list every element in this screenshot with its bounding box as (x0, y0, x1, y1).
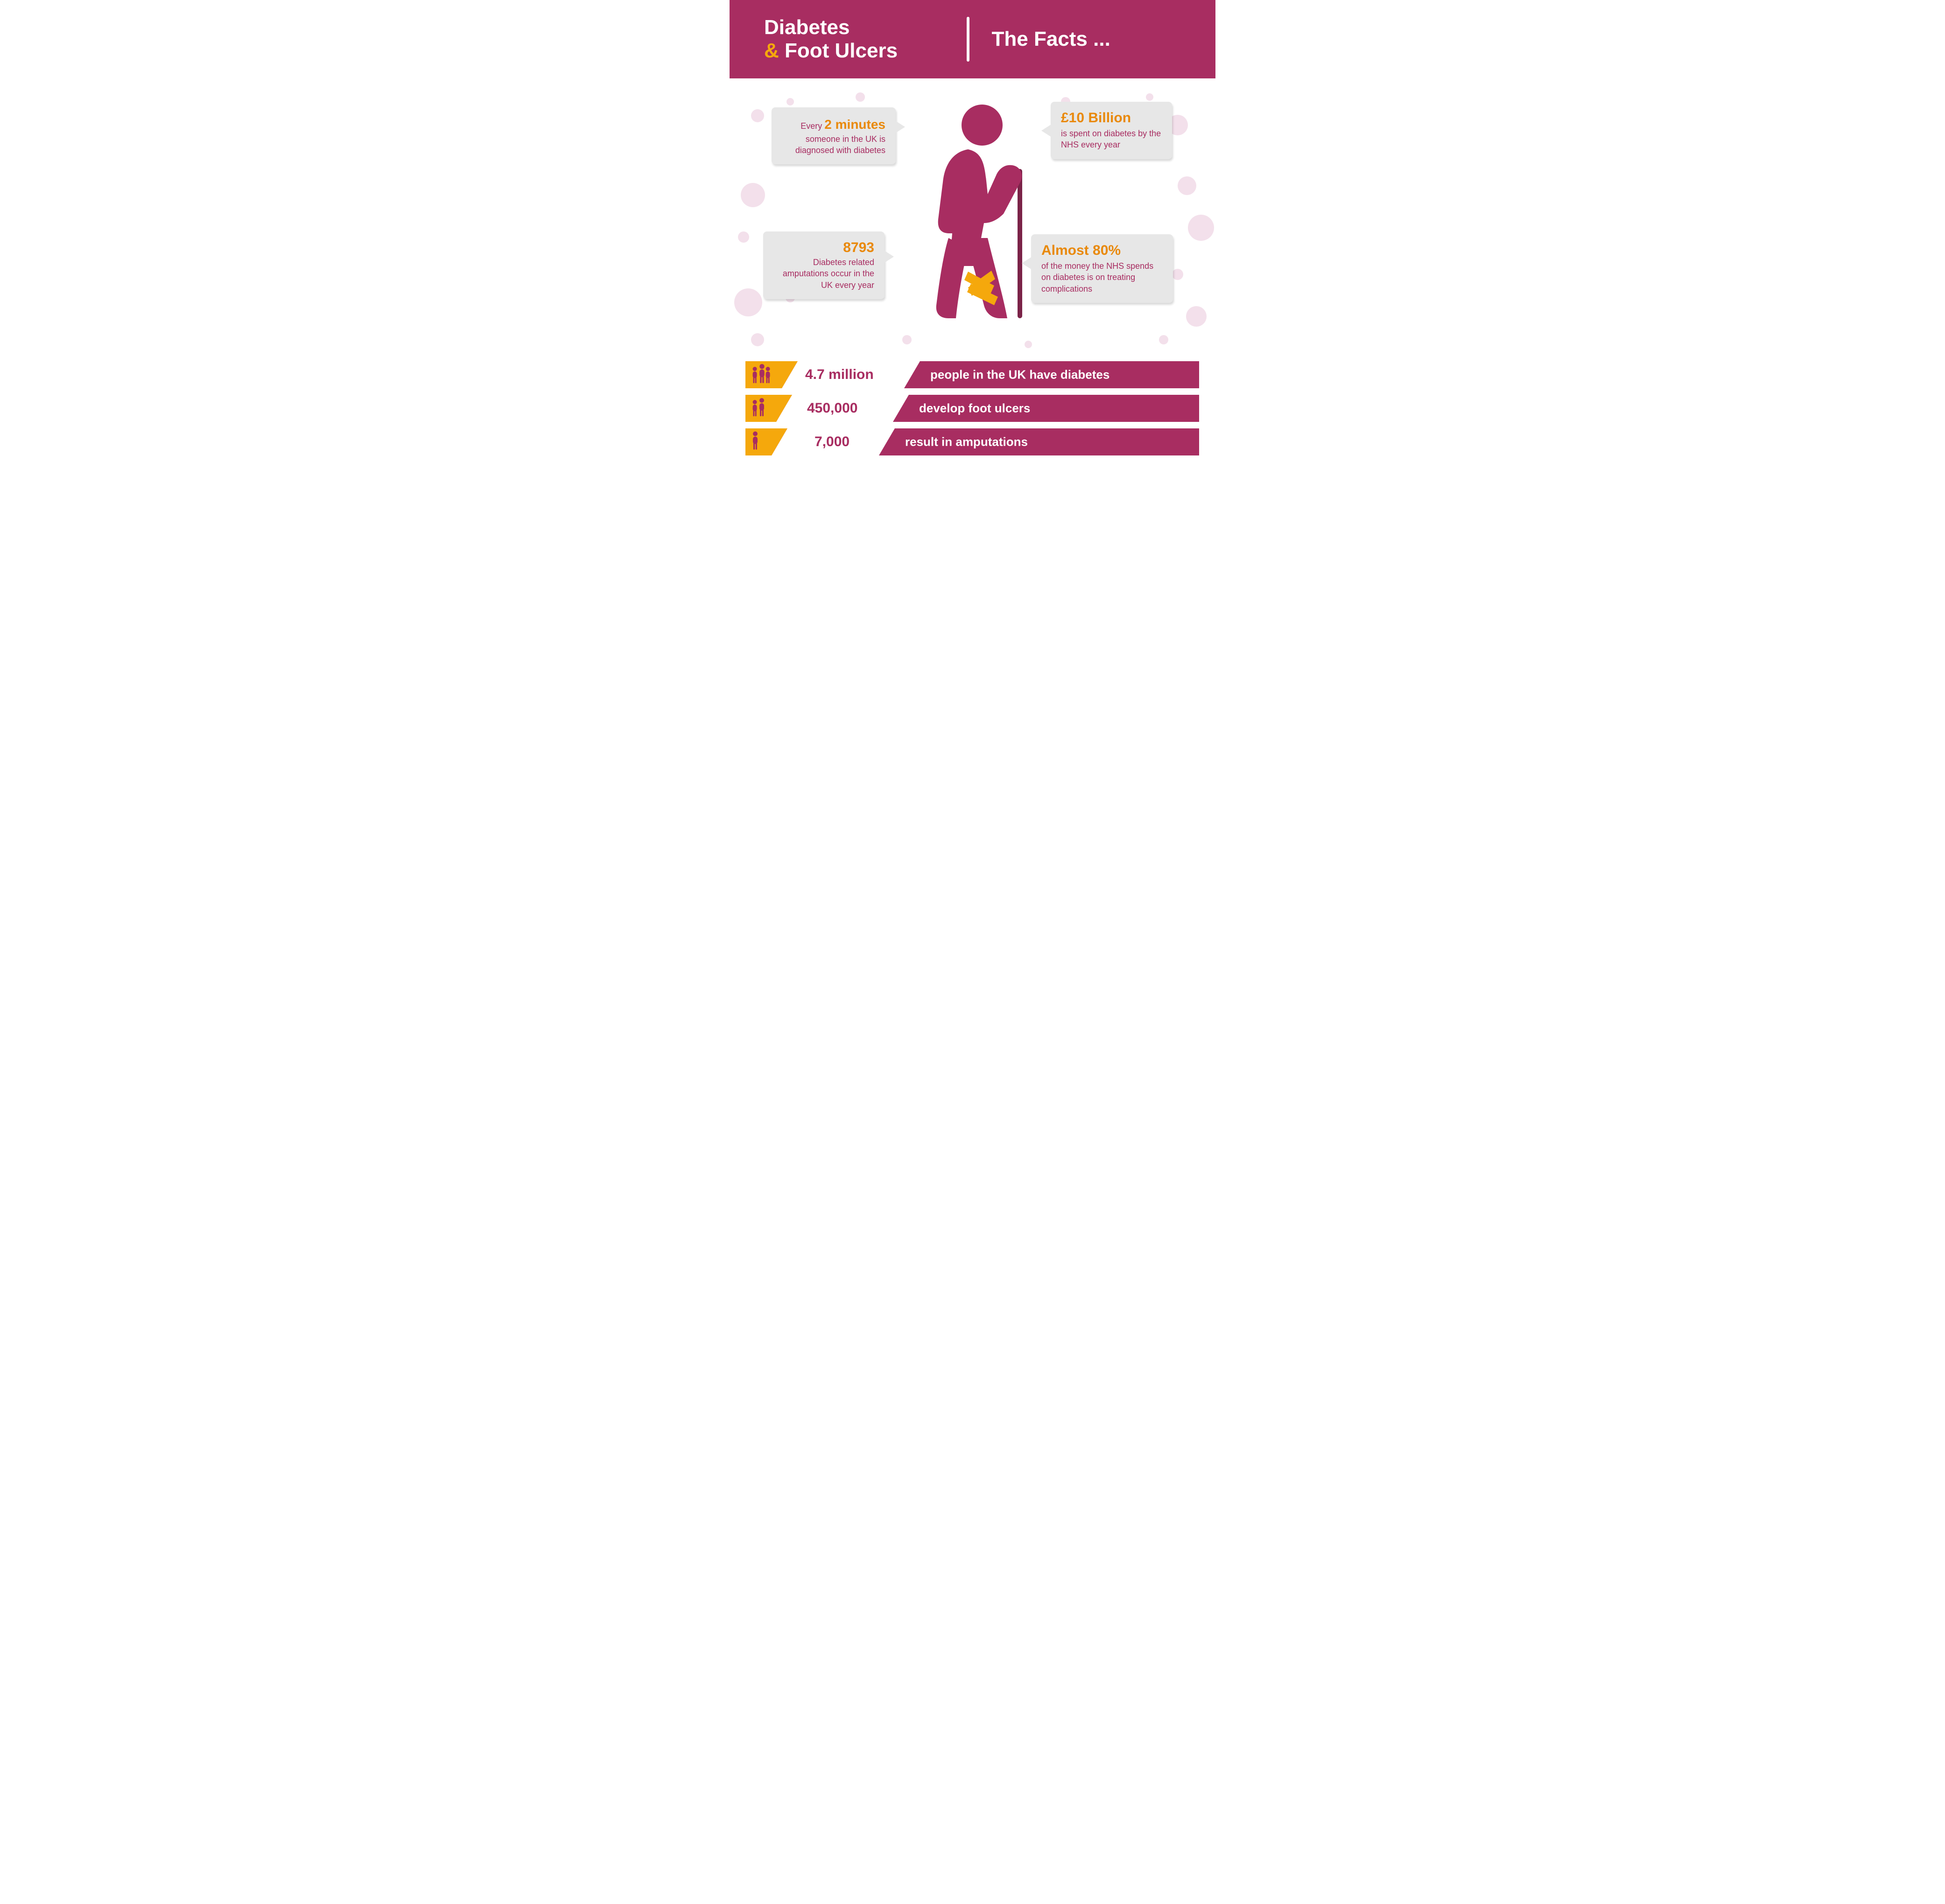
person-with-cane-icon (898, 98, 1047, 322)
callout-pointer-icon (895, 120, 905, 133)
callout-pointer-icon (884, 250, 894, 263)
stat-row: 450,000 develop foot ulcers (745, 395, 1199, 422)
callout-highlight: Almost 80% (1041, 243, 1163, 259)
title-subject: Foot Ulcers (785, 39, 898, 62)
people-icon (751, 398, 769, 419)
callout-text: Every 2 minutes someone in the UK is dia… (782, 116, 885, 156)
header-divider (967, 17, 969, 62)
callout-body: of the money the NHS spends on diabetes … (1041, 260, 1163, 294)
callout-highlight: 8793 (773, 240, 874, 256)
title-ampersand: & (764, 39, 779, 62)
stat-value: 7,000 (815, 434, 850, 450)
title-line2: & Foot Ulcers (764, 39, 954, 63)
header-bar: Diabetes & Foot Ulcers The Facts ... (730, 0, 1215, 78)
stat-row: 7,000 result in amputations (745, 428, 1199, 455)
header-title-left: Diabetes & Foot Ulcers (764, 16, 954, 63)
people-icon (751, 432, 759, 453)
callout-highlight: 2 minutes (824, 117, 885, 132)
stats-section: 4.7 million people in the UK have diabete… (745, 361, 1199, 462)
people-icon (751, 364, 774, 385)
callout-amputations: 8793 Diabetes related amputations occur … (763, 231, 885, 299)
stat-value: 4.7 million (805, 367, 874, 383)
title-line1: Diabetes (764, 16, 954, 39)
callout-body: is spent on diabetes by the NHS every ye… (1061, 128, 1162, 151)
callout-highlight: £10 Billion (1061, 110, 1162, 126)
stat-label: develop foot ulcers (919, 401, 1030, 416)
stat-label: result in amputations (905, 435, 1028, 449)
callout-prefix: Every (800, 121, 824, 131)
stat-value: 450,000 (807, 400, 857, 416)
stat-row: 4.7 million people in the UK have diabete… (745, 361, 1199, 388)
callout-diagnosis-rate: Every 2 minutes someone in the UK is dia… (772, 107, 896, 164)
callout-pointer-icon (1041, 124, 1052, 137)
callout-complications: Almost 80% of the money the NHS spends o… (1031, 234, 1173, 303)
callout-pointer-icon (1022, 257, 1032, 270)
callout-body: someone in the UK is diagnosed with diab… (795, 134, 885, 155)
callout-body: Diabetes related amputations occur in th… (773, 257, 874, 291)
infographic-page: Diabetes & Foot Ulcers The Facts ... (730, 0, 1215, 476)
header-title-right: The Facts ... (992, 28, 1181, 51)
stat-label: people in the UK have diabetes (930, 368, 1109, 382)
callout-nhs-spend: £10 Billion is spent on diabetes by the … (1051, 102, 1172, 159)
